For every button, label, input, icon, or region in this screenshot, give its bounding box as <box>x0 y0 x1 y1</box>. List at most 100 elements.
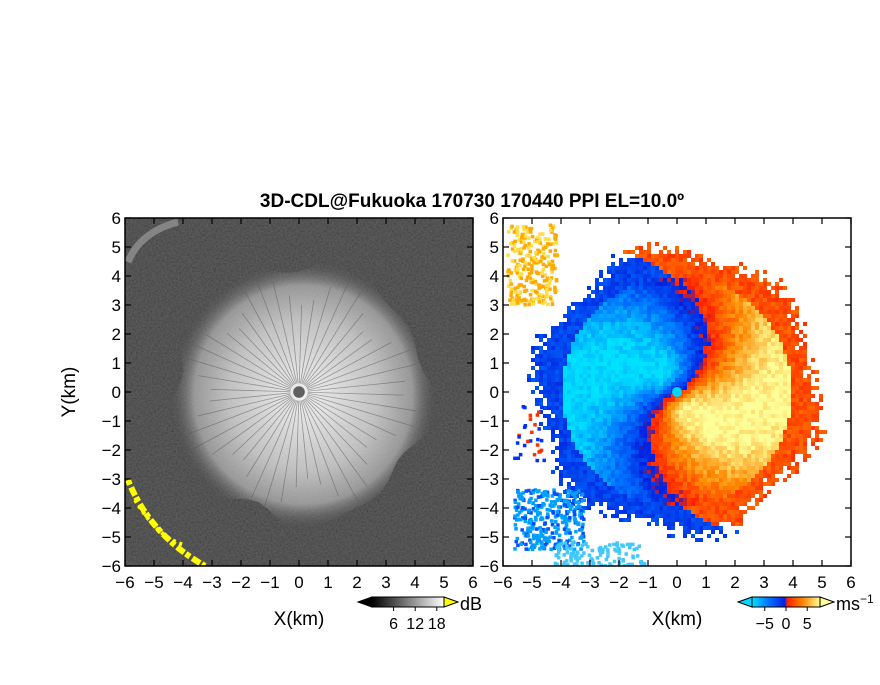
velocity-cell <box>619 434 623 438</box>
velocity-cell <box>727 370 731 374</box>
velocity-cell <box>783 302 787 306</box>
velocity-cell <box>571 502 575 506</box>
velocity-cell <box>719 446 723 450</box>
velocity-cell <box>583 334 587 338</box>
velocity-cell <box>723 390 727 394</box>
velocity-cell <box>707 282 711 286</box>
velocity-cell <box>647 418 651 422</box>
velocity-cell <box>635 282 639 286</box>
velocity-cell <box>747 406 751 410</box>
velocity-cell <box>663 334 667 338</box>
velocity-cell <box>595 490 599 494</box>
velocity-echo <box>576 500 580 505</box>
velocity-cell <box>619 454 623 458</box>
velocity-cell <box>595 458 599 462</box>
velocity-cell <box>599 374 603 378</box>
velocity-cell <box>723 382 727 386</box>
velocity-cell <box>683 370 687 374</box>
velocity-cell <box>595 330 599 334</box>
radial-streak <box>205 334 292 388</box>
velocity-cell <box>795 362 799 366</box>
velocity-cell <box>643 438 647 442</box>
velocity-cell <box>735 306 739 310</box>
radial-streak <box>306 396 377 441</box>
velocity-cell <box>675 402 679 406</box>
velocity-cell <box>591 302 595 306</box>
velocity-cell <box>623 406 627 410</box>
velocity-cell <box>635 262 639 266</box>
velocity-cell <box>679 278 683 282</box>
velocity-echo <box>513 456 517 461</box>
velocity-cell <box>683 526 687 530</box>
velocity-cell <box>775 362 779 366</box>
velocity-cell <box>583 438 587 442</box>
velocity-cell <box>779 298 783 302</box>
velocity-cell <box>759 446 763 450</box>
velocity-cell <box>707 366 711 370</box>
velocity-echo <box>539 545 544 550</box>
velocity-cell <box>775 330 779 334</box>
velocity-cell <box>583 302 587 306</box>
velocity-cell <box>683 338 687 342</box>
velocity-cell <box>635 354 639 358</box>
velocity-cell <box>747 494 751 498</box>
velocity-cell <box>607 270 611 274</box>
velocity-cell <box>723 306 727 310</box>
velocity-cell <box>755 350 759 354</box>
velocity-cell <box>647 302 651 306</box>
velocity-cell <box>707 314 711 318</box>
x-tick-label: 2 <box>730 573 739 592</box>
velocity-cell <box>723 318 727 322</box>
velocity-cell <box>647 362 651 366</box>
velocity-cell <box>799 330 803 334</box>
velocity-cell <box>551 450 555 454</box>
velocity-cell <box>731 514 735 518</box>
velocity-cell <box>719 478 723 482</box>
velocity-cell <box>691 382 695 386</box>
velocity-cell <box>623 270 627 274</box>
velocity-cell <box>759 482 763 486</box>
velocity-cell <box>599 342 603 346</box>
velocity-cell <box>575 302 579 306</box>
velocity-cell <box>639 286 643 290</box>
velocity-cell <box>699 446 703 450</box>
velocity-cell <box>667 526 671 530</box>
velocity-cell <box>791 378 795 382</box>
velocity-cell <box>583 398 587 402</box>
velocity-cell <box>619 330 623 334</box>
velocity-cell <box>667 270 671 274</box>
velocity-cell <box>691 278 695 282</box>
velocity-cell <box>787 462 791 466</box>
velocity-cell <box>563 398 567 402</box>
velocity-cell <box>675 518 679 522</box>
velocity-echo <box>560 520 565 525</box>
radial-streak <box>299 400 309 479</box>
velocity-cell <box>707 322 711 326</box>
x-tick-label: −1 <box>260 573 279 592</box>
velocity-cell <box>795 470 799 474</box>
velocity-echo <box>563 514 567 519</box>
velocity-cell <box>687 370 691 374</box>
velocity-cell <box>691 330 695 334</box>
velocity-cell <box>631 250 635 254</box>
velocity-cell <box>691 342 695 346</box>
velocity-cell <box>683 278 687 282</box>
velocity-cell <box>547 358 551 362</box>
velocity-echo <box>553 501 558 506</box>
velocity-cell <box>767 426 771 430</box>
velocity-cell <box>763 482 767 486</box>
velocity-echo <box>515 441 520 445</box>
velocity-cell <box>667 390 671 394</box>
velocity-cell <box>647 382 651 386</box>
velocity-cell <box>791 334 795 338</box>
velocity-cell <box>599 430 603 434</box>
velocity-cell <box>599 402 603 406</box>
velocity-cell <box>703 330 707 334</box>
velocity-cell <box>815 370 819 374</box>
velocity-cell <box>755 490 759 494</box>
velocity-echo <box>537 295 541 299</box>
velocity-cell <box>603 298 607 302</box>
velocity-cell <box>631 374 635 378</box>
velocity-cell <box>687 458 691 462</box>
velocity-cell <box>723 354 727 358</box>
